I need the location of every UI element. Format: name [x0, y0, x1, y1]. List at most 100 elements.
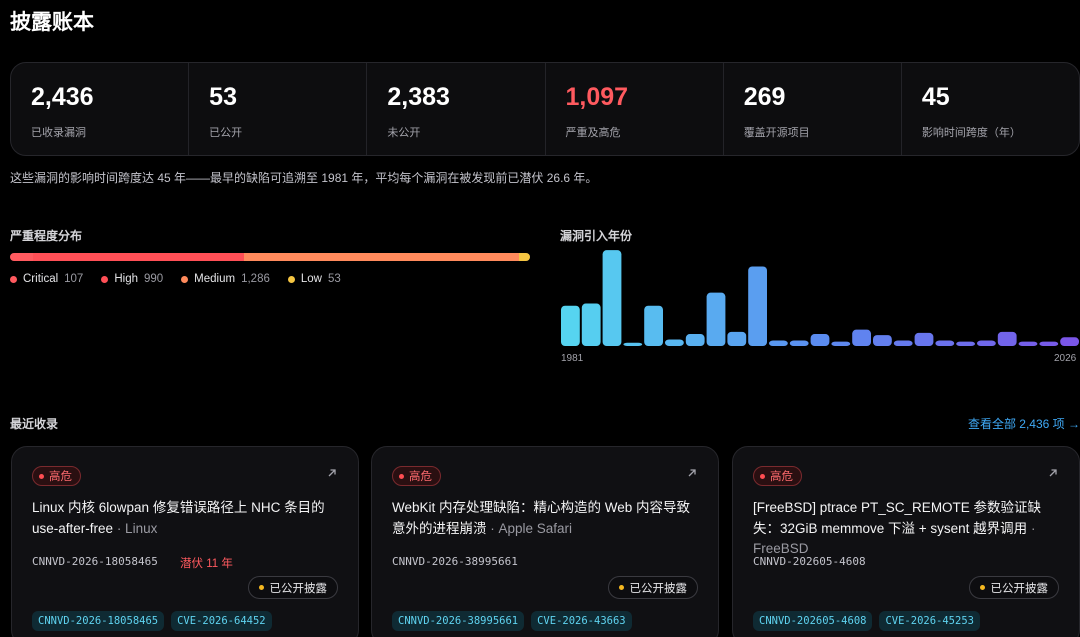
severity-distribution-bar [10, 253, 530, 261]
legend-low: Low 53 [287, 273, 341, 285]
legend-label: Medium [194, 273, 236, 285]
stat-label: 未公开 [387, 127, 421, 139]
severity-badge-label: 高危 [409, 471, 432, 483]
severity-segment-medium [244, 253, 519, 261]
year-bar[interactable] [956, 341, 975, 346]
year-bar[interactable] [935, 340, 955, 346]
vuln-card[interactable]: 高危 WebKit 内存处理缺陷：精心构造的 Web 内容导致意外的进程崩溃 ·… [371, 446, 719, 637]
year-bar[interactable] [997, 331, 1017, 346]
stat-value: 2,383 [387, 83, 450, 111]
vuln-card[interactable]: 高危 [FreeBSD] ptrace PT_SC_REMOTE 参数验证缺失：… [732, 446, 1080, 637]
year-bar[interactable] [977, 340, 996, 346]
x-axis-end-label: 2026 [1054, 353, 1077, 364]
external-link-icon[interactable] [686, 467, 698, 479]
year-bar[interactable] [914, 332, 934, 346]
cve-tag[interactable]: CVE-2026-43663 [531, 611, 632, 631]
status-label: 已公开披露 [269, 582, 328, 595]
severity-legend: Critical 107 High 990 Medium 1,286 Low 5… [10, 273, 341, 285]
severity-dot-icon [399, 473, 404, 479]
legend-count: 1,286 [241, 273, 270, 285]
stat-value: 2,436 [31, 83, 94, 111]
legend-label: Critical [23, 273, 59, 285]
legend-count: 53 [327, 273, 341, 285]
year-bar-chart [561, 250, 1079, 346]
stat-total: 2,436 已收录漏洞 [11, 63, 188, 155]
stat-public: 53 已公开 [188, 63, 366, 155]
severity-badge: 高危 [392, 466, 441, 486]
year-bar[interactable] [1039, 341, 1059, 346]
high-dot-icon [101, 275, 109, 283]
status-dot-icon [258, 585, 264, 590]
card-tags: CNNVD-2026-18058465 CVE-2026-64452 [32, 611, 272, 631]
year-bar[interactable] [644, 305, 663, 346]
x-axis-start-label: 1981 [561, 353, 584, 364]
disclosure-status-pill: 已公开披露 [968, 576, 1059, 599]
vuln-card[interactable]: 高危 Linux 内核 6lowpan 修复错误路径上 NHC 条目的 use-… [11, 446, 359, 637]
page-title: 披露账本 [10, 11, 94, 34]
severity-badge: 高危 [32, 466, 81, 486]
critical-dot-icon [10, 275, 17, 283]
severity-segment-high [32, 253, 245, 261]
cve-tag[interactable]: CVE-2026-45253 [879, 611, 980, 631]
severity-segment-critical [10, 253, 33, 261]
year-bar[interactable] [810, 334, 830, 346]
card-title-text: [FreeBSD] ptrace PT_SC_REMOTE 参数验证缺失：32G… [753, 500, 1042, 536]
latency-label: 潜伏 11 年 [180, 558, 233, 570]
year-bar[interactable] [789, 340, 809, 346]
legend-count: 990 [143, 273, 164, 285]
view-all-link[interactable]: 查看全部 2,436 项 → [967, 417, 1080, 431]
year-bar[interactable] [685, 334, 705, 346]
severity-dot-icon [39, 473, 44, 479]
stat-value: 53 [209, 83, 237, 111]
stats-panel: 2,436 已收录漏洞 53 已公开 2,383 未公开 1,097 严重及高危… [10, 62, 1080, 156]
year-bar[interactable] [769, 340, 788, 346]
card-id: CNNVD-2026-18058465 [32, 555, 158, 568]
status-label: 已公开披露 [990, 582, 1049, 595]
year-bar[interactable] [893, 340, 913, 346]
legend-count: 107 [64, 273, 84, 285]
status-label: 已公开披露 [629, 582, 688, 595]
year-bar[interactable] [602, 250, 622, 346]
stat-label: 覆盖开源项目 [743, 127, 810, 139]
stat-value: 45 [921, 83, 950, 111]
severity-badge-label: 高危 [770, 471, 793, 483]
summary-text: 这些漏洞的影响时间跨度达 45 年——最早的缺陷可追溯至 1981 年，平均每个… [10, 171, 598, 185]
legend-critical: Critical 107 [10, 273, 83, 285]
status-dot-icon [979, 585, 985, 590]
id-tag[interactable]: CNNVD-2026-18058465 [32, 611, 165, 631]
year-bar[interactable] [1018, 341, 1038, 346]
card-title-text: Linux 内核 6lowpan 修复错误路径上 NHC 条目的 use-aft… [32, 500, 325, 536]
id-tag[interactable]: CNNVD-2026-38995661 [392, 611, 525, 631]
year-bar[interactable] [727, 331, 747, 346]
card-id: CNNVD-2026-38995661 [392, 555, 518, 568]
stat-undisclosed: 2,383 未公开 [366, 63, 544, 155]
severity-dot-icon [760, 473, 765, 479]
card-title-text: WebKit 内存处理缺陷：精心构造的 Web 内容导致意外的进程崩溃 [392, 500, 691, 536]
year-bar[interactable] [706, 292, 726, 346]
year-bar[interactable] [561, 305, 580, 346]
year-bar[interactable] [581, 303, 601, 346]
disclosure-status-pill: 已公开披露 [607, 576, 698, 599]
card-tags: CNNVD-202605-4608 CVE-2026-45253 [753, 611, 980, 631]
card-id: CNNVD-202605-4608 [753, 555, 866, 568]
year-bar[interactable] [748, 266, 767, 346]
stat-label: 已公开 [209, 127, 243, 139]
year-bar[interactable] [873, 335, 892, 346]
stat-label: 严重及高危 [565, 127, 621, 139]
legend-high: High 990 [101, 273, 163, 285]
stat-timespan: 45 影响时间跨度（年） [900, 63, 1079, 155]
year-bar[interactable] [665, 339, 684, 346]
legend-label: High [114, 273, 138, 285]
external-link-icon[interactable] [1047, 467, 1059, 479]
year-bar[interactable] [831, 341, 851, 346]
recent-section-title: 最近收录 [10, 417, 59, 431]
year-bar[interactable] [1060, 337, 1079, 346]
severity-badge-label: 高危 [49, 471, 72, 483]
stat-label: 已收录漏洞 [31, 127, 86, 139]
year-bar[interactable] [852, 329, 871, 346]
cve-tag[interactable]: CVE-2026-64452 [171, 611, 272, 631]
external-link-icon[interactable] [326, 467, 338, 479]
year-bar[interactable] [623, 342, 643, 346]
stat-value: 269 [743, 83, 786, 111]
id-tag[interactable]: CNNVD-202605-4608 [753, 611, 873, 631]
